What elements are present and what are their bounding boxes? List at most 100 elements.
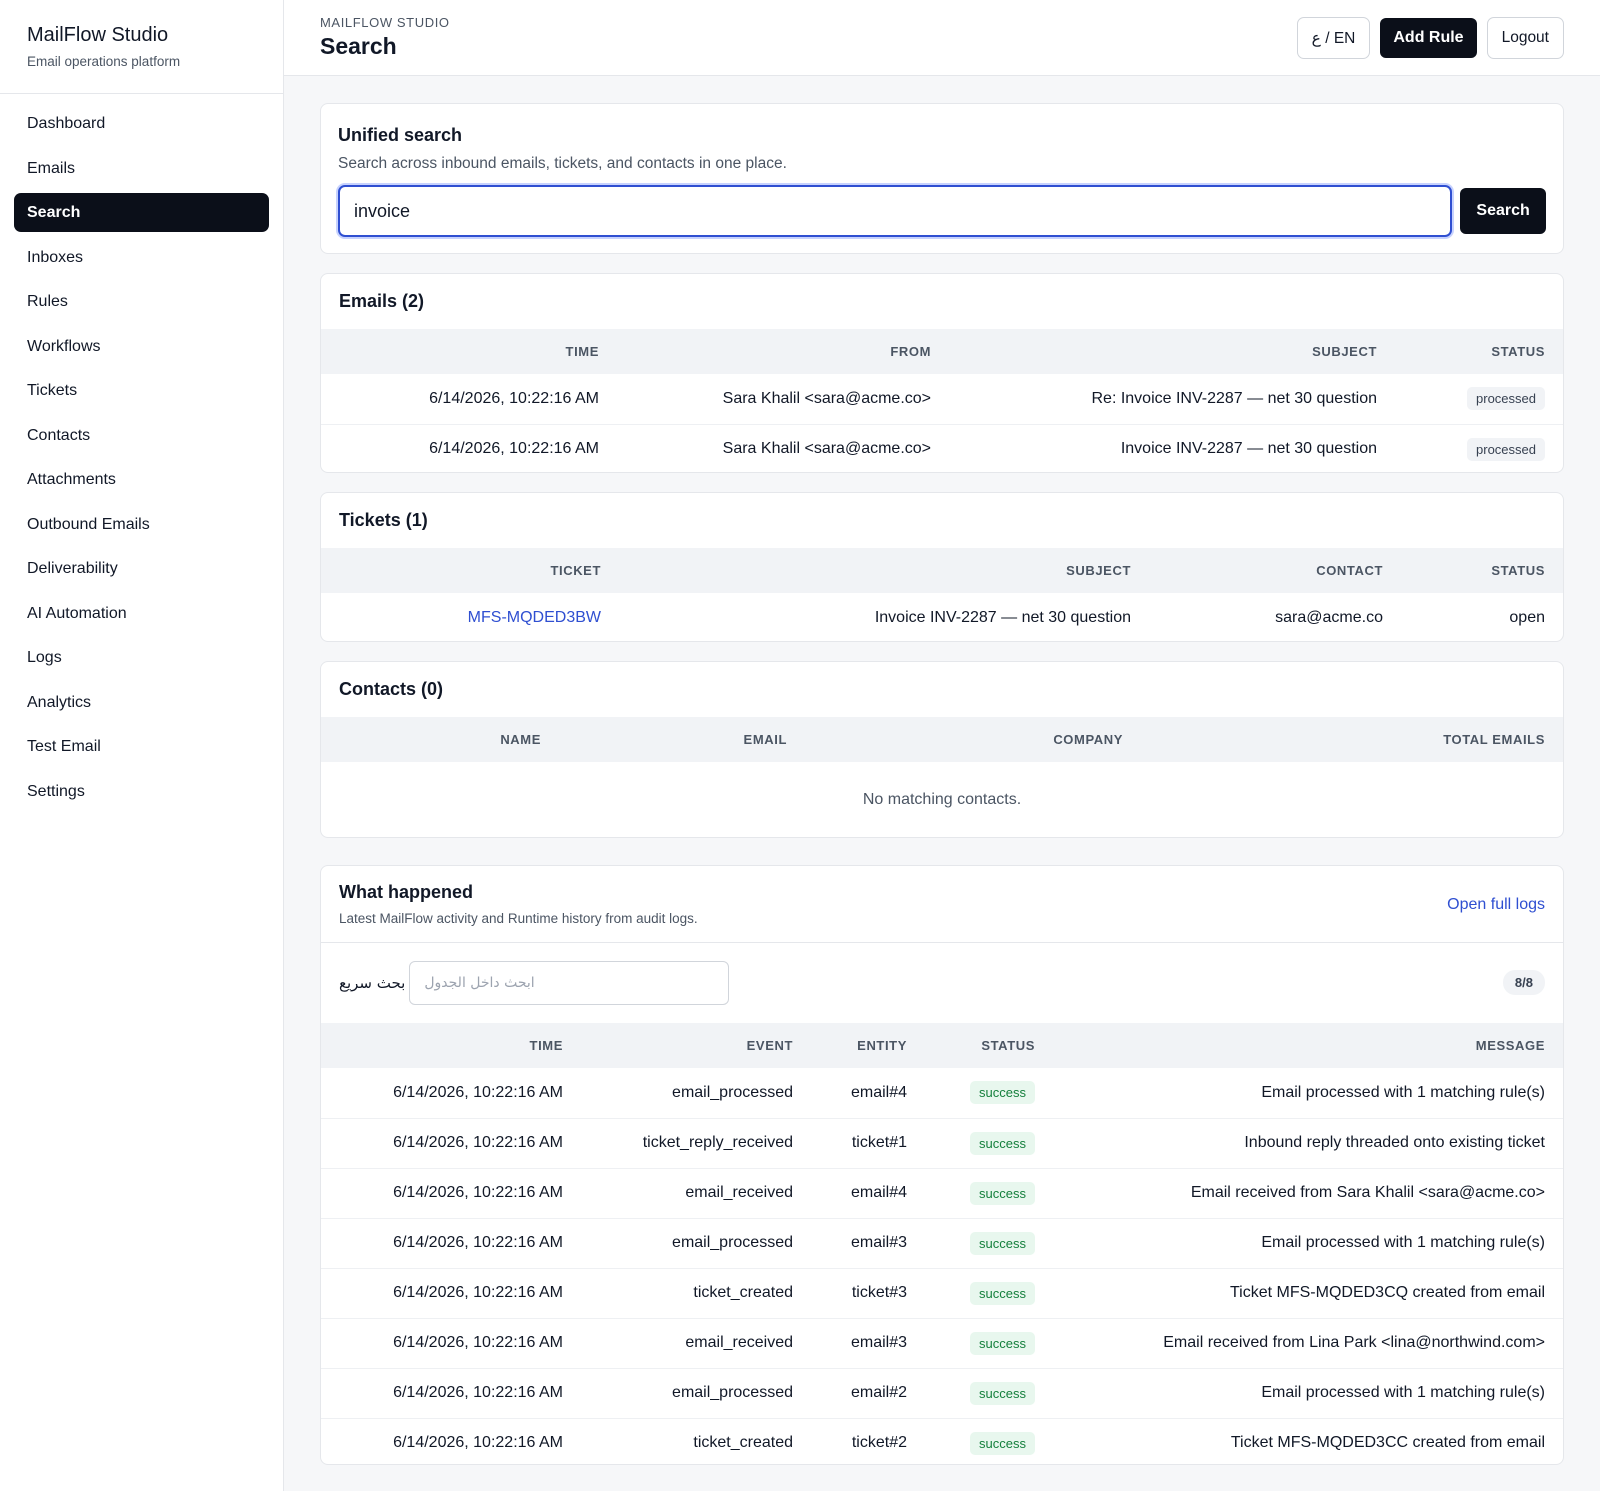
emails-header: Emails (2) — [321, 274, 1563, 329]
status-badge: success — [970, 1331, 1035, 1355]
log-time: 6/14/2026, 10:22:16 AM — [393, 1083, 563, 1101]
sidebar-item-logs[interactable]: Logs — [27, 649, 62, 666]
activity-log-table: Time Event Entity Status Message 6/14/20… — [321, 1023, 1563, 1464]
column-header-time[interactable]: Time — [321, 1023, 581, 1068]
table-row[interactable]: 6/14/2026, 10:22:16 AM ticket_created ti… — [321, 1267, 1563, 1318]
status-badge: processed — [1467, 437, 1545, 461]
sidebar-item-deliverability[interactable]: Deliverability — [27, 560, 118, 577]
sidebar-item-inboxes[interactable]: Inboxes — [27, 248, 84, 266]
sidebar-item-tickets[interactable]: Tickets — [27, 382, 78, 399]
activity-log-title: What happened — [339, 882, 473, 902]
log-entity: ticket#1 — [811, 1117, 925, 1168]
ticket-status: open — [1509, 609, 1545, 626]
log-status-cell: success — [925, 1068, 1053, 1118]
column-header-company[interactable]: Company — [805, 717, 1141, 762]
column-header-subject[interactable]: Subject — [619, 548, 1149, 593]
sidebar-item-dashboard[interactable]: Dashboard — [27, 115, 106, 132]
column-header-total-emails[interactable]: Total Emails — [1141, 717, 1563, 762]
quick-filter-input[interactable] — [409, 961, 730, 1005]
table-row[interactable]: 6/14/2026, 10:22:16 AM ticket_created ti… — [321, 1417, 1563, 1464]
sidebar-item-outbound-emails[interactable]: Outbound Emails — [27, 515, 150, 533]
log-entity: ticket#2 — [811, 1417, 925, 1464]
table-row[interactable]: 6/14/2026, 10:22:16 AM email_received em… — [321, 1167, 1563, 1218]
table-row[interactable]: 6/14/2026, 10:22:16 AM Sara Khalil <sara… — [321, 423, 1563, 472]
unified-search-card: Unified search Search across inbound ema… — [320, 103, 1564, 254]
brand-title: MailFlow Studio — [27, 24, 169, 46]
log-event: ticket_reply_received — [581, 1117, 811, 1168]
table-row[interactable]: 6/14/2026, 10:22:16 AM email_received em… — [321, 1317, 1563, 1368]
sidebar-item-rules[interactable]: Rules — [27, 293, 68, 310]
ticket-link[interactable]: MFS-MQDED3BW — [467, 609, 601, 626]
log-status-cell: success — [925, 1117, 1053, 1168]
header-actions: ع / EN Add Rule Logout — [1296, 17, 1564, 59]
sidebar-item-analytics[interactable]: Analytics — [27, 693, 92, 711]
search-row: Search — [338, 185, 1546, 237]
table-row[interactable]: 6/14/2026, 10:22:16 AM email_processed e… — [321, 1068, 1563, 1118]
column-header-status[interactable]: Status — [1395, 329, 1563, 374]
brand-subtitle: Email operations platform — [27, 54, 181, 69]
activity-log-card: What happened Latest MailFlow activity a… — [320, 865, 1564, 1465]
log-event: email_processed — [581, 1217, 811, 1268]
column-header-event[interactable]: Event — [581, 1023, 811, 1068]
table-row[interactable]: 6/14/2026, 10:22:16 AM Sara Khalil <sara… — [321, 374, 1563, 424]
column-header-from[interactable]: From — [617, 329, 949, 374]
tickets-table: Ticket Subject Contact Status MFS-MQDED3… — [321, 548, 1563, 641]
add-rule-button[interactable]: Add Rule — [1380, 18, 1477, 58]
status-badge: success — [970, 1081, 1035, 1105]
status-badge: success — [970, 1181, 1035, 1205]
log-message: Email processed with 1 matching rule(s) — [1261, 1083, 1545, 1101]
search-input[interactable] — [338, 185, 1453, 237]
quick-filter-label: بحث سريع — [339, 974, 406, 992]
email-status-cell: processed — [1395, 423, 1563, 472]
log-time: 6/14/2026, 10:22:16 AM — [321, 1167, 581, 1218]
table-row[interactable]: MFS-MQDED3BW Invoice INV-2287 — net 30 q… — [321, 593, 1563, 641]
language-toggle-button[interactable]: ع / EN — [1296, 17, 1371, 59]
sidebar-item-test-email[interactable]: Test Email — [27, 738, 101, 755]
log-event: email_processed — [581, 1367, 811, 1418]
column-header-status[interactable]: Status — [1401, 548, 1563, 593]
ticket-id-cell: MFS-MQDED3BW — [321, 593, 619, 641]
column-header-time[interactable]: Time — [321, 329, 617, 374]
log-entity: email#3 — [811, 1317, 925, 1368]
log-message: Email received from Sara Khalil <sara@ac… — [1053, 1167, 1563, 1218]
column-header-ticket[interactable]: Ticket — [321, 548, 619, 593]
column-header-name[interactable]: Name — [321, 717, 559, 762]
log-event: email_received — [581, 1167, 811, 1218]
search-button[interactable]: Search — [1460, 188, 1546, 234]
log-event: ticket_created — [581, 1417, 811, 1464]
table-row[interactable]: 6/14/2026, 10:22:16 AM email_processed e… — [321, 1367, 1563, 1418]
log-message: Ticket MFS-MQDED3CC created from email — [1053, 1417, 1563, 1464]
email-subject: Re: Invoice INV-2287 — net 30 question — [1091, 389, 1377, 407]
status-badge: success — [970, 1381, 1035, 1405]
unified-search-title: Unified search — [338, 125, 463, 145]
tickets-header: Tickets (1) — [321, 493, 1563, 548]
log-event: email_processed — [672, 1083, 793, 1101]
activity-log-subtitle: Latest MailFlow activity and Runtime his… — [339, 911, 698, 926]
column-header-entity[interactable]: Entity — [811, 1023, 925, 1068]
column-header-contact[interactable]: Contact — [1149, 548, 1401, 593]
sidebar-item-contacts[interactable]: Contacts — [27, 426, 91, 444]
ticket-subject: Invoice INV-2287 — net 30 question — [874, 609, 1131, 626]
logout-button[interactable]: Logout — [1486, 17, 1564, 59]
top-header: MAILFLOW STUDIO Search ع / EN Add Rule L… — [284, 0, 1600, 76]
emails-title: Emails (2) — [339, 291, 425, 311]
log-time: 6/14/2026, 10:22:16 AM — [321, 1417, 581, 1464]
column-header-message[interactable]: Message — [1053, 1023, 1563, 1068]
sidebar-item-attachments[interactable]: Attachments — [27, 471, 116, 488]
column-header-subject[interactable]: Subject — [949, 329, 1395, 374]
open-full-logs-link[interactable]: Open full logs — [1447, 896, 1545, 913]
tickets-title: Tickets (1) — [339, 510, 428, 530]
column-header-email[interactable]: Email — [559, 717, 805, 762]
page-title: Search — [320, 33, 397, 59]
log-message: Ticket MFS-MQDED3CQ created from email — [1053, 1267, 1563, 1318]
table-row[interactable]: 6/14/2026, 10:22:16 AM ticket_reply_rece… — [321, 1117, 1563, 1168]
table-row[interactable]: 6/14/2026, 10:22:16 AM email_processed e… — [321, 1217, 1563, 1268]
log-time: 6/14/2026, 10:22:16 AM — [321, 1217, 581, 1268]
sidebar-item-settings[interactable]: Settings — [27, 782, 85, 800]
log-entity: email#2 — [811, 1367, 925, 1418]
sidebar-item-workflows[interactable]: Workflows — [27, 337, 101, 355]
sidebar-item-ai-automation[interactable]: AI Automation — [27, 604, 127, 622]
sidebar-item-emails[interactable]: Emails — [27, 159, 76, 177]
sidebar-item-search[interactable]: Search — [14, 193, 269, 232]
column-header-status[interactable]: Status — [925, 1023, 1053, 1068]
